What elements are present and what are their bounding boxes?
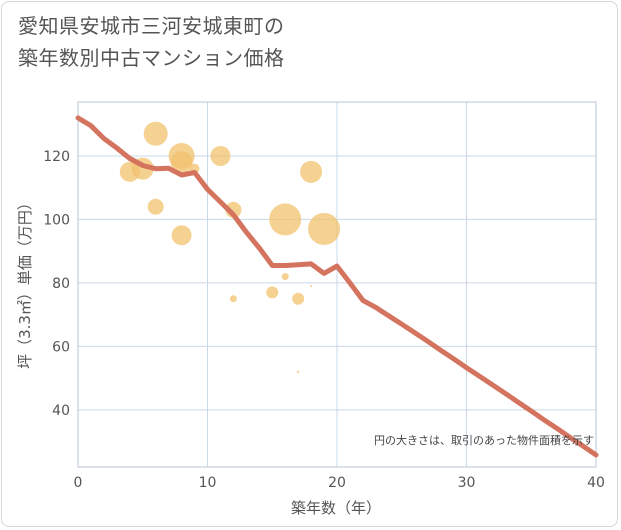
x-axis-label: 築年数（年）: [291, 499, 381, 517]
bubble-point: [266, 286, 279, 299]
x-tick-label: 0: [74, 475, 83, 491]
size-note: 円の大きさは、取引のあった物件面積を示す: [374, 433, 594, 447]
chart-title: 愛知県安城市三河安城東町の 築年数別中古マンション価格: [18, 10, 285, 74]
bubble-point: [269, 203, 302, 236]
x-axis-ticks: 0 10 20 30 40: [74, 475, 605, 491]
bubble-point: [143, 121, 168, 146]
bubble-point: [281, 273, 289, 281]
bubble-point: [296, 370, 300, 373]
bubble-point: [300, 160, 323, 183]
y-tick-label: 60: [52, 339, 70, 355]
trend-line-group: [75, 115, 599, 458]
grid-lines: [78, 102, 596, 467]
y-tick-label: 120: [43, 149, 70, 165]
plot-area: [77, 101, 597, 468]
y-tick-label: 40: [52, 403, 70, 419]
y-axis-label: 坪（3.3㎡）単価（万円）: [16, 195, 34, 369]
y-axis-ticks: 40 60 80 100 120: [43, 149, 70, 419]
bubble-point: [229, 295, 237, 303]
bubble-point: [170, 151, 193, 174]
trend-line: [75, 115, 599, 458]
bubble-point: [310, 285, 313, 288]
x-tick-label: 40: [587, 475, 605, 491]
bubble-point: [292, 292, 305, 305]
x-tick-label: 30: [458, 475, 476, 491]
bubble-point: [210, 145, 231, 166]
chart-title-line-2: 築年数別中古マンション価格: [18, 46, 285, 70]
y-tick-label: 80: [52, 276, 70, 292]
y-tick-label: 100: [43, 212, 70, 228]
bubble-point: [308, 212, 341, 245]
bubble-point: [147, 198, 164, 215]
bubble-point: [171, 225, 192, 246]
x-tick-label: 10: [199, 475, 217, 491]
chart-title-line-1: 愛知県安城市三河安城東町の: [18, 14, 285, 38]
x-tick-label: 20: [328, 475, 346, 491]
bubbles: [119, 121, 341, 373]
